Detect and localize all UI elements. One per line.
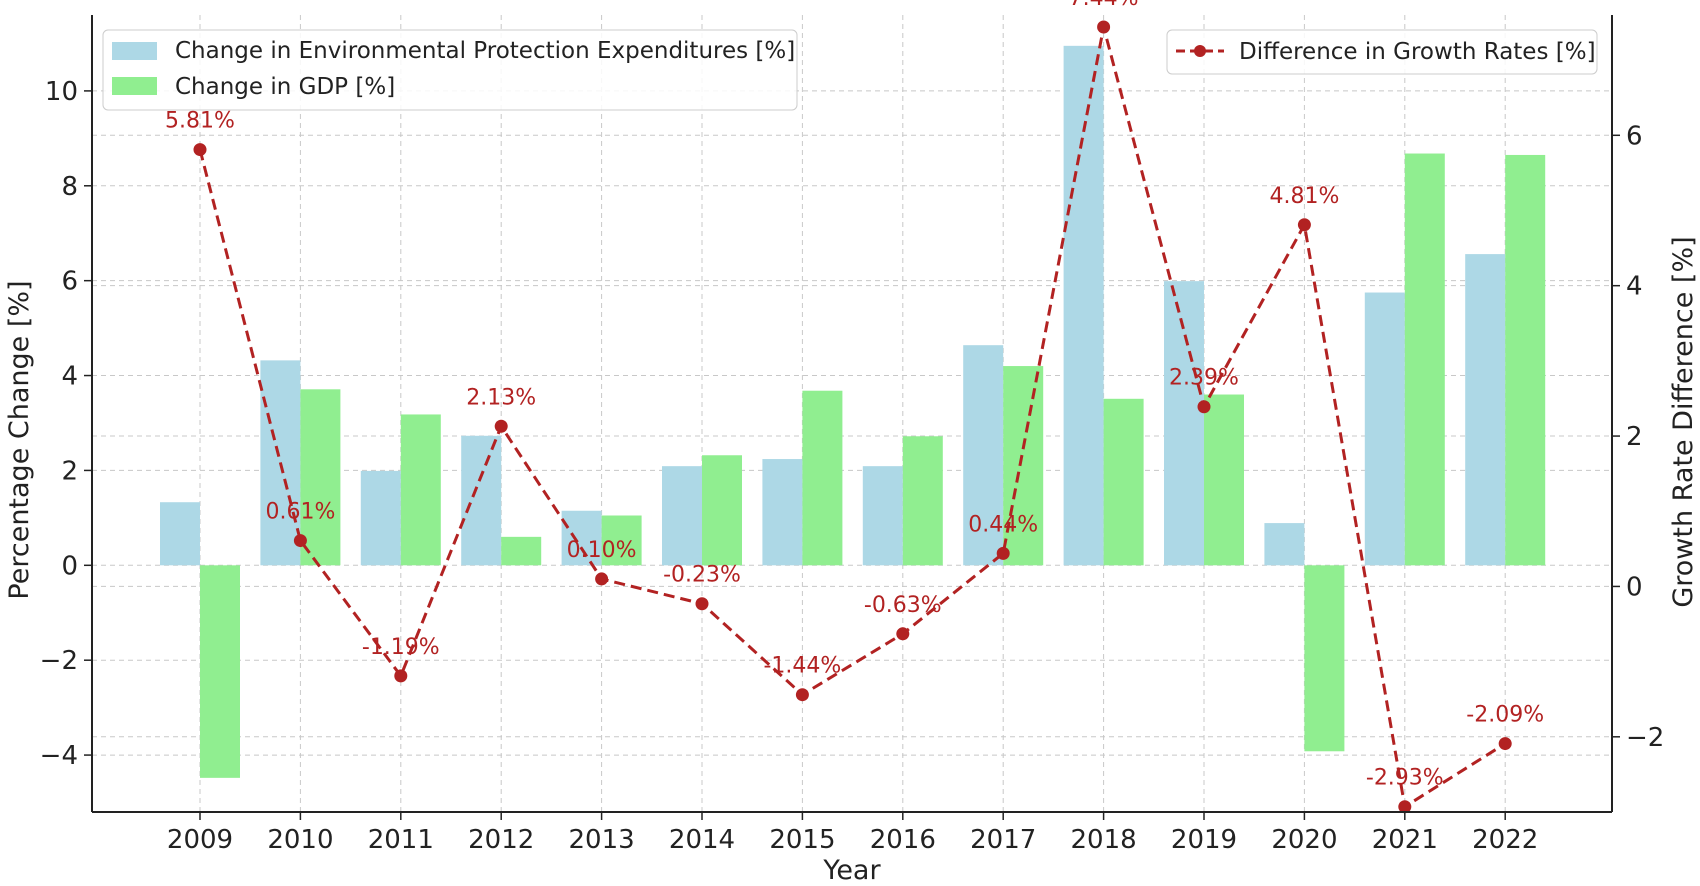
diff-label-2016: -0.63% [864,593,942,618]
legend-right: Difference in Growth Rates [%] [1166,29,1598,75]
data-labels: 5.81% 0.61% -1.19% 2.13% 0.10% -0.23% -1.44% -0… [165,0,1544,791]
diff-label-2014: -0.23% [663,563,741,588]
bar-env-2013 [561,510,602,566]
x-tick-label: 2017 [970,825,1036,855]
bar-env-2011 [360,470,401,566]
diff-label-2015: -1.44% [763,654,841,679]
y2-tick-label: 6 [1626,121,1643,151]
y-tick-label: 0 [61,551,78,581]
y-tick-label: 6 [61,267,78,297]
bar-gdp-2019 [1204,394,1244,566]
diff-label-2013: 0.10% [567,538,637,563]
bar-gdp-2013 [601,515,642,566]
bar-gdp-2015 [802,390,843,566]
difference-polyline [198,26,1506,810]
bar-env-2009 [160,502,200,566]
x-tick-label: 2015 [769,825,835,855]
bars [160,45,1546,778]
diff-label-2011: -1.19% [362,635,440,660]
diff-point-2019 [1197,400,1211,414]
bar-env-2017 [963,345,1004,566]
y2-tick-label: 2 [1626,422,1643,452]
legend-marker [1194,45,1206,57]
diff-point-2012 [494,419,508,433]
bar-env-2022 [1465,254,1506,566]
diff-point-2018 [1097,20,1111,34]
y-tick-label: 8 [61,172,78,202]
x-tick-label: 2020 [1271,825,1337,855]
bar-env-2014 [662,466,702,566]
y2-tick-label: −2 [1626,723,1664,753]
diff-label-2018: 7.44% [1069,0,1139,11]
diff-label-2010: 0.61% [265,500,335,525]
diff-point-2022 [1498,737,1512,751]
x-tick-label: 2012 [468,825,534,855]
diff-point-2011 [394,669,408,683]
y-tick-label: 2 [61,456,78,486]
diff-point-2021 [1398,800,1412,814]
bar-env-2018 [1063,45,1104,566]
diff-label-2017: 0.44% [968,512,1038,537]
bar-env-2015 [762,459,803,566]
y-tick-label: −4 [40,741,78,771]
bar-gdp-2010 [300,389,341,566]
axes: 2009 2010 2011 2012 2013 2014 2015 2016 2017 2018… [40,15,1664,855]
legend-label-env: Change in Environmental Protection Expen… [175,38,795,64]
diff-point-2009 [193,143,207,157]
legend-swatch-env [112,42,157,60]
y-tick-label: 4 [61,362,78,392]
bar-gdp-2016 [902,436,943,566]
diff-label-2021: -2.93% [1366,766,1444,791]
bar-env-2020 [1264,523,1305,566]
y2-tick-label: 4 [1626,272,1643,302]
legend-label-gdp: Change in GDP [%] [175,74,395,100]
bar-gdp-2020 [1304,565,1345,752]
diff-label-2009: 5.81% [165,109,235,134]
bar-gdp-2011 [400,414,441,566]
bar-gdp-2017 [1003,366,1044,566]
y2-axis-title: Growth Rate Difference [%] [1668,236,1699,607]
diff-point-2013 [595,572,609,586]
diff-point-2014 [695,597,709,611]
bar-env-2016 [862,466,903,566]
bar-gdp-2022 [1505,154,1546,566]
x-tick-label: 2013 [569,825,635,855]
x-tick-label: 2014 [669,825,735,855]
bar-gdp-2021 [1404,153,1445,566]
diff-label-2012: 2.13% [466,385,536,410]
y-axis-title: Percentage Change [%] [4,280,35,599]
legend-label-diff: Difference in Growth Rates [%] [1239,39,1596,65]
y-tick-label: 10 [45,77,78,107]
diff-point-2016 [896,627,910,641]
diff-label-2020: 4.81% [1269,184,1339,209]
bar-gdp-2014 [702,455,742,566]
x-tick-label: 2021 [1372,825,1438,855]
diff-label-2019: 2.39% [1169,366,1239,391]
x-axis-title: Year [822,855,881,886]
bar-env-2019 [1164,281,1204,566]
diff-label-2022: -2.09% [1466,703,1544,728]
bar-gdp-2009 [200,565,240,778]
y-tick-label: −2 [40,646,78,676]
legend-swatch-gdp [112,77,157,95]
bar-env-2012 [461,435,502,566]
x-tick-label: 2018 [1071,825,1137,855]
diff-point-2017 [996,546,1010,560]
y2-tick-label: 0 [1626,572,1643,602]
bar-gdp-2012 [501,536,542,566]
bar-gdp-2018 [1103,398,1144,566]
diff-point-2015 [795,688,809,702]
x-tick-label: 2016 [870,825,936,855]
difference-line [193,20,1512,814]
x-tick-label: 2019 [1171,825,1237,855]
x-tick-label: 2010 [267,825,333,855]
bar-env-2021 [1364,292,1405,566]
diff-point-2020 [1297,218,1311,232]
diff-point-2010 [293,534,307,548]
x-tick-label: 2009 [167,825,233,855]
x-tick-label: 2011 [368,825,434,855]
x-tick-label: 2022 [1472,825,1538,855]
legend-left: Change in Environmental Protection Expen… [102,29,798,111]
